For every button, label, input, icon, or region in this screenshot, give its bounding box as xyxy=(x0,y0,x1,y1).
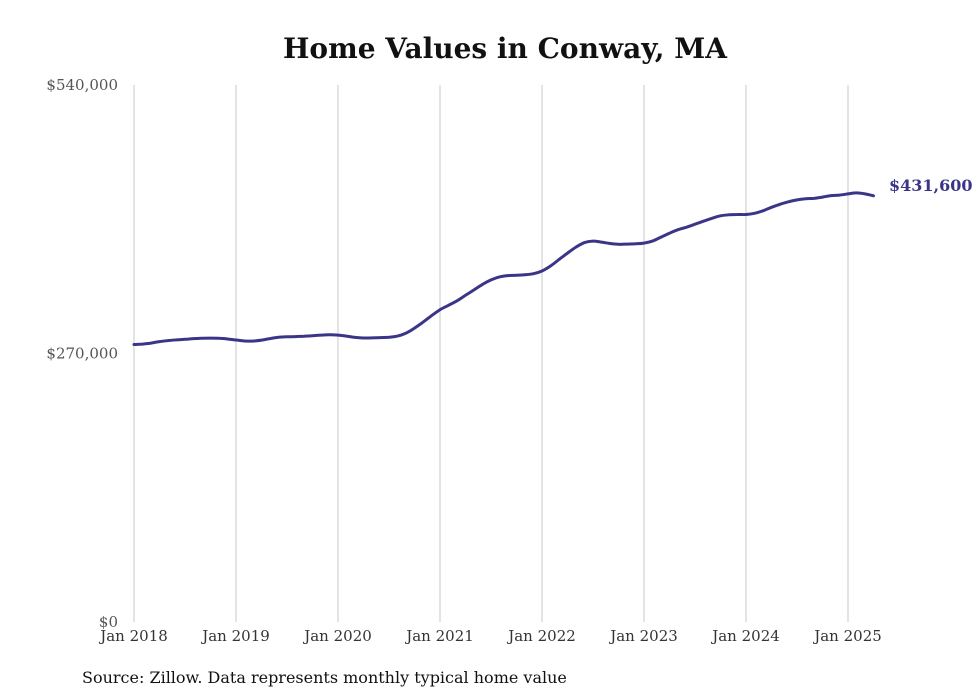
source-note: Source: Zillow. Data represents monthly … xyxy=(82,668,567,687)
chart-title: Home Values in Conway, MA xyxy=(283,32,728,65)
x-tick-label: Jan 2022 xyxy=(506,627,576,645)
end-value-label: $431,600 xyxy=(889,176,973,195)
y-tick-label: $270,000 xyxy=(46,345,118,363)
series-line-home-value xyxy=(132,191,875,346)
y-axis: $0 $270,000 $540,000 xyxy=(46,76,118,631)
x-tick-label: Jan 2024 xyxy=(710,627,780,645)
gridlines xyxy=(133,85,849,622)
x-tick-label: Jan 2018 xyxy=(98,627,168,645)
x-tick-label: Jan 2025 xyxy=(812,627,882,645)
y-tick-label: $0 xyxy=(99,613,118,631)
x-tick-label: Jan 2023 xyxy=(608,627,678,645)
x-tick-label: Jan 2020 xyxy=(302,627,372,645)
x-tick-label: Jan 2019 xyxy=(200,627,270,645)
x-axis: Jan 2018 Jan 2019 Jan 2020 Jan 2021 Jan 2022… xyxy=(98,627,882,645)
y-tick-label: $540,000 xyxy=(46,76,118,94)
x-tick-label: Jan 2021 xyxy=(404,627,474,645)
